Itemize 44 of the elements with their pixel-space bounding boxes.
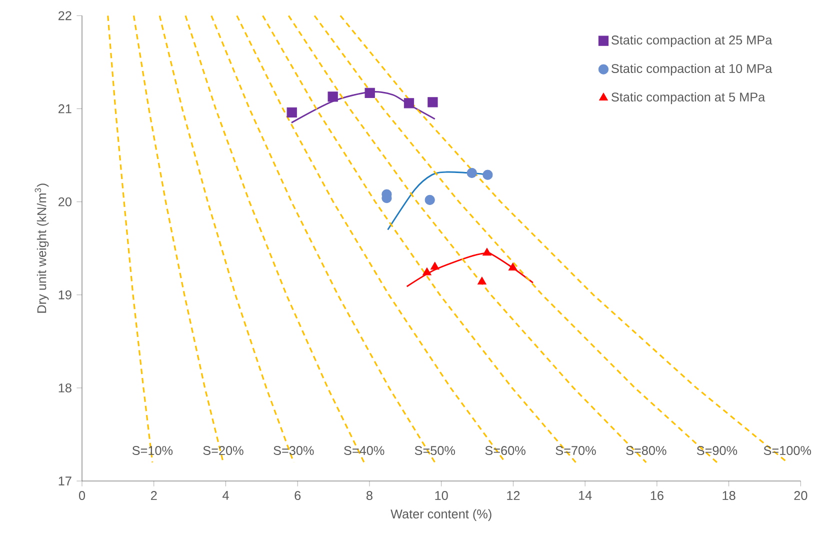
series-label: S=70% — [556, 446, 596, 456]
y-tick-label: 17 — [58, 476, 72, 486]
x-tick-label: 10 — [435, 491, 448, 500]
point — [428, 97, 438, 108]
point — [478, 276, 486, 285]
point — [482, 170, 493, 180]
point — [404, 98, 414, 108]
y-tick-label: 20 — [58, 197, 72, 206]
series-label: S=80% — [626, 446, 666, 456]
x-axis-title: Water content (%) — [390, 509, 492, 521]
x-tick-label: 4 — [222, 491, 229, 500]
y-tick-label: 21 — [58, 104, 72, 114]
x-tick-label: 12 — [507, 491, 520, 500]
series-label: S=60% — [485, 446, 526, 456]
y-axis-title: Dry unit weight (kN/m$^{3}$) — [34, 184, 49, 313]
legend-label: Static compaction at 25 MPa — [612, 35, 772, 48]
point — [508, 262, 518, 271]
x-tick-label: 2 — [150, 491, 157, 500]
legend-label: Static compaction at 10 MPa — [612, 64, 772, 76]
point — [286, 107, 297, 118]
x-tick-label: 14 — [578, 491, 592, 500]
point — [328, 92, 338, 102]
y-tick-label: 18 — [58, 383, 72, 392]
x-tick-label: 6 — [294, 491, 301, 500]
point — [364, 88, 375, 98]
series-label: S=100% — [764, 446, 812, 456]
series-label: S=20% — [203, 446, 244, 456]
point — [430, 262, 440, 270]
series-label: S=10% — [132, 446, 173, 456]
x-tick-label: 16 — [650, 491, 664, 500]
point — [482, 248, 492, 256]
legend-label: Static compaction at 5 MPa — [612, 92, 766, 104]
x-tick-label: 8 — [366, 491, 372, 500]
x-tick-label: 20 — [794, 491, 808, 500]
y-tick-label: 19 — [58, 290, 72, 300]
series-label: S=30% — [274, 446, 314, 456]
point — [424, 194, 435, 206]
point — [466, 168, 477, 178]
y-tick-label: 22 — [58, 11, 72, 20]
x-tick-label: 0 — [78, 491, 86, 500]
series-label: S=90% — [696, 446, 738, 456]
series-label: S=50% — [414, 446, 456, 456]
point — [422, 267, 432, 276]
x-tick-label: 18 — [722, 491, 736, 500]
